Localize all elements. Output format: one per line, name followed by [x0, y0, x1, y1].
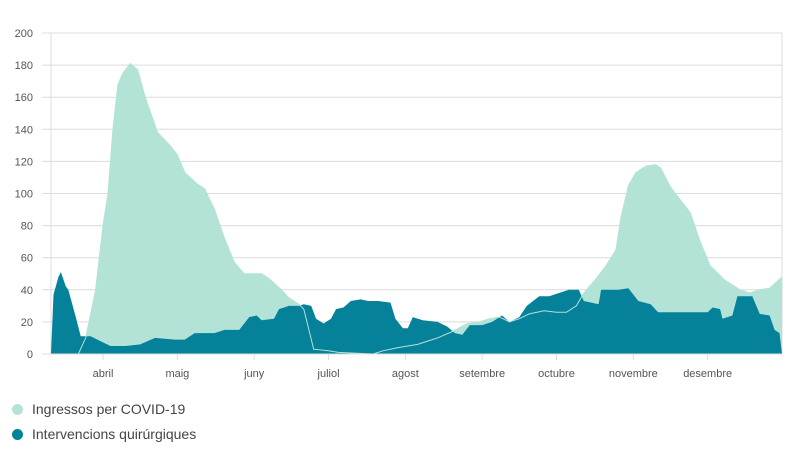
- y-tick-label: 140: [15, 124, 33, 136]
- y-tick-label: 200: [15, 28, 33, 40]
- y-tick-label: 180: [15, 60, 33, 72]
- series-area-ingressos: [51, 63, 782, 354]
- y-tick-label: 160: [15, 92, 33, 104]
- x-tick-label: abril: [93, 368, 114, 380]
- y-tick-label: 80: [21, 221, 33, 233]
- y-tick-label: 40: [21, 285, 33, 297]
- series-line-ingressos: [51, 62, 783, 355]
- x-tick-label: octubre: [538, 368, 575, 380]
- area-chart: 0 20 40 60 80 100 120 140 160 180 200 abril maig jun…: [15, 28, 783, 380]
- x-tick-label: setembre: [459, 368, 505, 380]
- legend-swatch-intervencions: [12, 428, 23, 440]
- y-tick-label: 20: [21, 317, 33, 329]
- x-tick-label: agost: [392, 368, 419, 380]
- x-tick-label: novembre: [609, 368, 658, 380]
- legend-item-ingressos[interactable]: Ingressos per COVID-19: [12, 401, 185, 417]
- y-tick-label: 60: [21, 253, 33, 265]
- x-tick-label: juny: [243, 368, 265, 380]
- legend-label-ingressos: Ingressos per COVID-19: [32, 401, 186, 417]
- x-tick-label: desembre: [683, 368, 732, 380]
- legend-swatch-ingressos: [12, 403, 23, 415]
- x-tick-label: maig: [165, 368, 189, 380]
- y-tick-label: 0: [27, 349, 33, 361]
- y-tick-label: 100: [15, 189, 33, 201]
- y-tick-label: 120: [15, 156, 33, 168]
- legend-label-intervencions: Intervencions quirúrgiques: [32, 426, 197, 442]
- series-area-intervencions: [51, 272, 782, 354]
- x-tick-label: juliol: [317, 368, 340, 380]
- legend-item-intervencions[interactable]: Intervencions quirúrgiques: [12, 426, 196, 442]
